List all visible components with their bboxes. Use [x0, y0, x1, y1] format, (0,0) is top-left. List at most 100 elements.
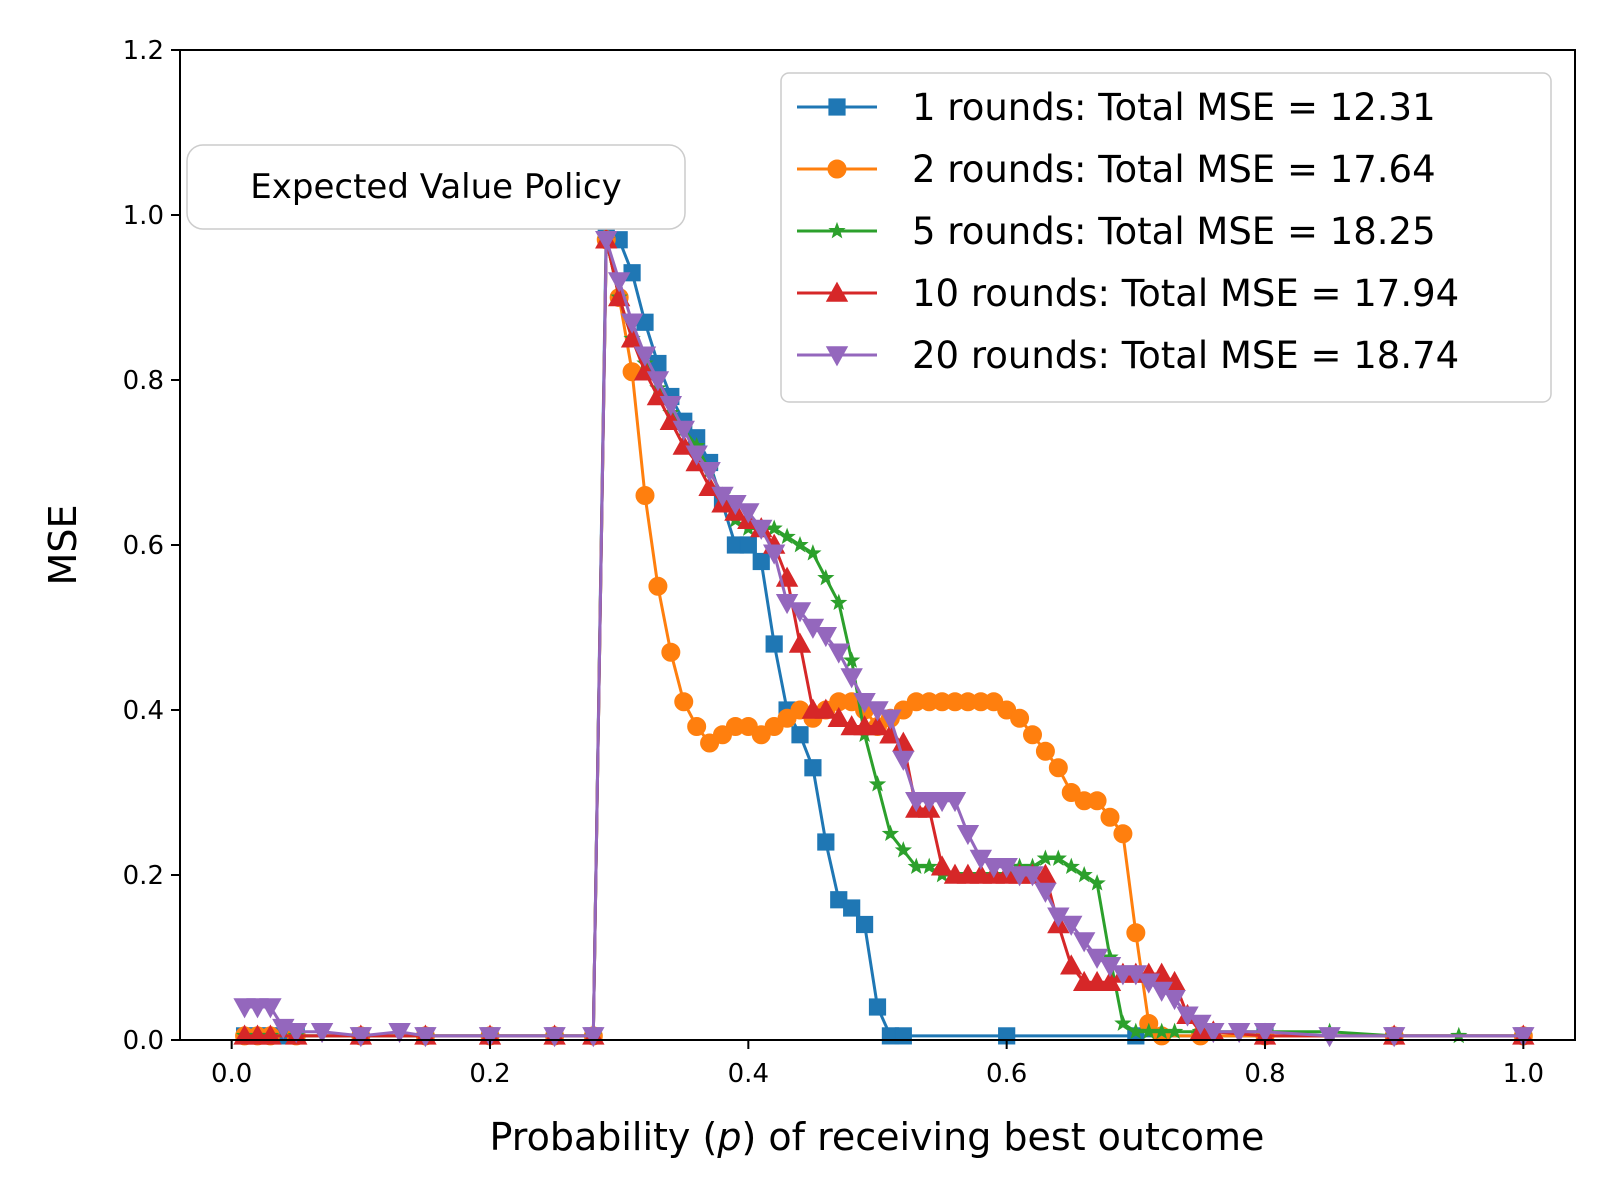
data-point: [661, 642, 681, 662]
data-point: [648, 576, 668, 596]
legend: 1 rounds: Total MSE = 12.31 2 rounds: Tot…: [780, 72, 1552, 403]
data-point: [582, 1027, 605, 1048]
data-point: [1075, 865, 1093, 883]
y-tick-label: 1.2: [123, 36, 164, 66]
data-point: [674, 692, 694, 712]
data-point: [1227, 1022, 1251, 1044]
x-tick-label: 0.8: [1244, 1059, 1285, 1089]
x-tick-label: 0.0: [211, 1059, 252, 1089]
data-point: [830, 593, 848, 611]
data-point: [892, 750, 915, 771]
data-point: [1060, 954, 1083, 975]
data-point: [814, 626, 838, 648]
data-point: [788, 632, 812, 653]
data-point: [698, 461, 721, 483]
data-point: [843, 651, 861, 668]
data-point: [478, 1027, 502, 1048]
data-point: [804, 759, 822, 777]
data-point: [633, 346, 657, 367]
y-axis-label: MSE: [41, 505, 85, 586]
data-point: [791, 535, 809, 553]
data-point: [791, 726, 809, 744]
data-point: [1023, 725, 1042, 745]
data-point: [543, 1027, 566, 1048]
data-point: [804, 544, 822, 561]
legend-marker: [825, 346, 849, 367]
legend-label: 10 rounds: Total MSE = 17.94: [912, 272, 1459, 315]
x-tick-label: 0.2: [469, 1059, 510, 1089]
data-point: [750, 519, 773, 540]
data-point: [1202, 1022, 1225, 1044]
annotation-label: Expected Value Policy: [250, 167, 621, 207]
data-point: [868, 998, 887, 1016]
legend-label: 2 rounds: Total MSE = 17.64: [912, 148, 1436, 191]
data-point: [943, 791, 967, 813]
data-point: [310, 1022, 334, 1044]
data-point: [1126, 923, 1146, 943]
data-point: [646, 371, 670, 392]
x-tick-label: 0.4: [728, 1059, 769, 1089]
data-point: [920, 857, 938, 875]
legend-marker: [827, 159, 847, 179]
data-point: [1087, 791, 1107, 811]
legend-label: 5 rounds: Total MSE = 18.25: [912, 210, 1436, 253]
series-5: [233, 230, 1535, 1048]
x-tick-label: 0.6: [986, 1059, 1027, 1089]
data-point: [752, 552, 770, 571]
data-point: [1163, 989, 1186, 1011]
data-point: [879, 709, 902, 730]
y-tick-label: 0.4: [123, 696, 164, 726]
data-point: [814, 698, 838, 719]
legend-marker: [828, 221, 846, 239]
data-point: [685, 445, 708, 466]
data-point: [894, 841, 912, 858]
data-point: [827, 643, 850, 664]
annotation-box: Expected Value Policy: [186, 144, 686, 230]
y-tick-label: 1.0: [123, 201, 164, 231]
data-point: [1035, 741, 1055, 761]
data-point: [739, 536, 757, 554]
data-point: [285, 1022, 308, 1044]
data-point: [607, 272, 631, 293]
data-point: [1021, 866, 1044, 887]
data-point: [1062, 857, 1080, 875]
data-point: [635, 486, 655, 505]
data-point: [855, 915, 874, 934]
data-point: [1113, 824, 1133, 844]
data-point: [827, 706, 850, 728]
data-point: [817, 833, 835, 851]
data-point: [956, 824, 980, 846]
data-point: [1048, 758, 1068, 778]
y-tick-label: 0.8: [123, 366, 164, 396]
data-point: [1060, 915, 1083, 936]
data-point: [259, 998, 282, 1019]
legend-frame: [780, 72, 1552, 403]
data-point: [1165, 1022, 1184, 1040]
legend-marker: [828, 98, 846, 116]
legend-marker: [825, 281, 849, 302]
data-point: [1072, 932, 1096, 953]
data-point: [868, 775, 887, 792]
data-point: [817, 568, 835, 586]
data-point: [1253, 1022, 1277, 1044]
data-point: [1114, 1014, 1132, 1031]
data-point: [595, 230, 618, 252]
annotation-frame: [186, 144, 686, 230]
data-point: [1100, 807, 1120, 827]
data-point: [659, 395, 683, 417]
data-point: [866, 715, 889, 736]
legend-label: 20 rounds: Total MSE = 18.74: [912, 334, 1459, 377]
data-point: [1034, 882, 1057, 903]
y-tick-label: 0.0: [123, 1026, 164, 1056]
data-point: [737, 503, 760, 524]
data-point: [620, 313, 644, 334]
data-point: [788, 602, 812, 623]
data-point: [843, 899, 861, 917]
y-axis: 0.0 0.2 0.4 0.6 0.8 1.0 1.2: [123, 36, 180, 1056]
y-tick-label: 0.6: [123, 531, 164, 561]
data-point: [894, 1027, 912, 1045]
data-point: [765, 635, 783, 653]
data-point: [762, 544, 786, 565]
data-point: [1010, 708, 1030, 728]
legend-label: 1 rounds: Total MSE = 12.31: [912, 86, 1436, 129]
